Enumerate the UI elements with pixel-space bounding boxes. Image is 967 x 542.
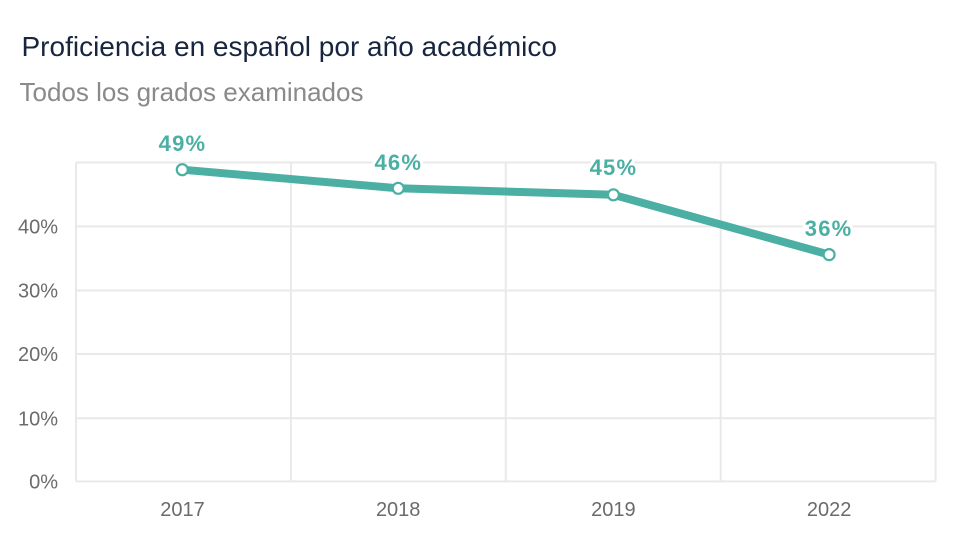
svg-text:Proficiencia en español por añ: Proficiencia en español por año académic… [22,31,557,62]
svg-text:49%: 49% [159,131,207,156]
svg-text:40%: 40% [18,217,58,239]
svg-text:2022: 2022 [807,499,852,521]
svg-text:Todos los grados examinados: Todos los grados examinados [20,77,364,107]
svg-text:20%: 20% [18,344,58,366]
svg-text:0%: 0% [29,472,58,494]
svg-text:10%: 10% [18,408,58,430]
svg-text:2018: 2018 [376,499,421,521]
svg-text:45%: 45% [590,155,638,180]
svg-text:36%: 36% [805,216,853,241]
svg-text:46%: 46% [374,150,422,175]
svg-text:30%: 30% [18,281,58,303]
svg-text:2019: 2019 [591,499,636,521]
svg-text:2017: 2017 [160,499,205,521]
